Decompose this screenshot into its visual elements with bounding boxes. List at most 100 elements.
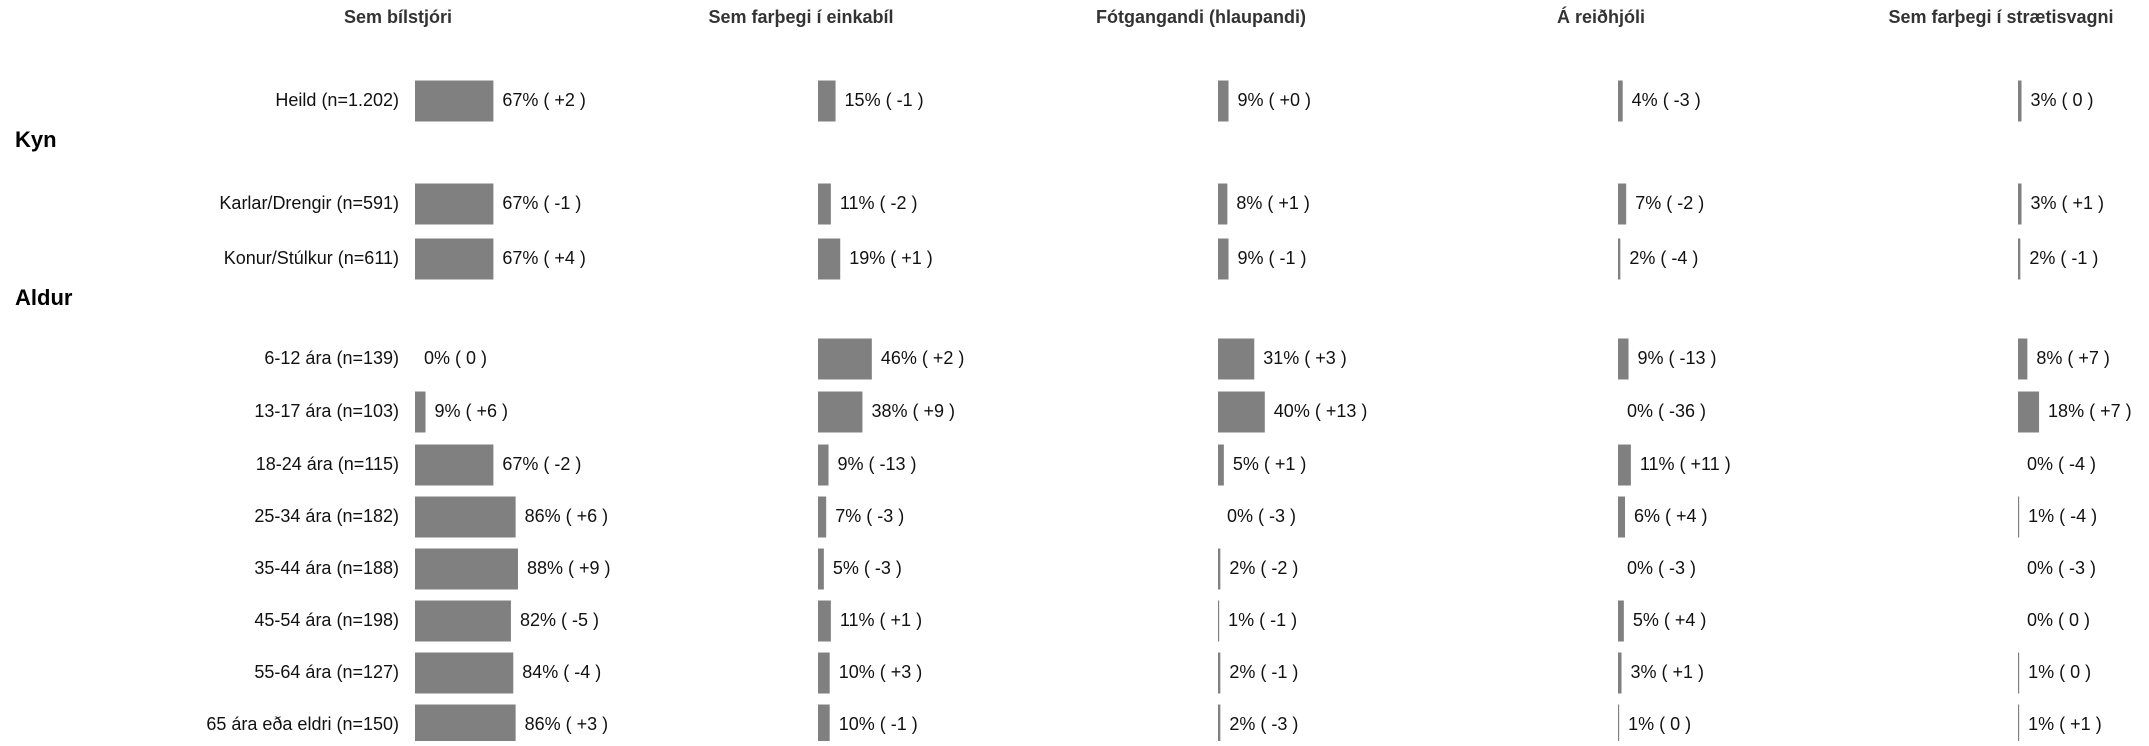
value-label: 0% ( 0 )	[424, 348, 487, 368]
bar	[818, 80, 836, 122]
value-label: 7% ( -2 )	[1635, 193, 1704, 213]
row-label: 65 ára eða eldri (n=150)	[206, 714, 399, 734]
value-label: 5% ( -3 )	[833, 558, 902, 578]
bar	[2018, 238, 2021, 280]
bar	[2018, 704, 2020, 746]
value-label: 1% ( 0 )	[2028, 662, 2091, 682]
value-label: 15% ( -1 )	[845, 90, 924, 110]
value-label: 11% ( -2 )	[840, 193, 918, 213]
value-label: 2% ( -1 )	[2029, 248, 2098, 268]
value-label: 2% ( -2 )	[1229, 558, 1298, 578]
value-label: 7% ( -3 )	[835, 506, 904, 526]
bar	[1218, 391, 1265, 433]
value-label: 67% ( -1 )	[502, 193, 581, 213]
value-label: 0% ( 0 )	[2027, 610, 2090, 630]
bar	[1618, 183, 1627, 225]
column-header: Sem farþegi í einkabíl	[708, 7, 893, 27]
value-label: 8% ( +1 )	[1236, 193, 1310, 213]
value-label: 3% ( +1 )	[1631, 662, 1705, 682]
bar	[1618, 600, 1624, 642]
bar	[415, 391, 426, 433]
value-label: 67% ( -2 )	[502, 454, 581, 474]
bar	[818, 496, 827, 538]
row-label: 45-54 ára (n=198)	[254, 610, 399, 630]
value-label: 9% ( -13 )	[1638, 348, 1717, 368]
row-label: 6-12 ára (n=139)	[264, 348, 399, 368]
value-label: 2% ( -4 )	[1629, 248, 1698, 268]
value-label: 2% ( -3 )	[1229, 714, 1298, 734]
bar	[1218, 548, 1221, 590]
value-label: 11% ( +11 )	[1640, 454, 1731, 474]
value-label: 5% ( +1 )	[1233, 454, 1307, 474]
value-label: 6% ( +4 )	[1634, 506, 1708, 526]
value-label: 1% ( +1 )	[2028, 714, 2102, 734]
bar	[818, 391, 863, 433]
value-label: 0% ( -3 )	[2027, 558, 2096, 578]
column-header: Sem bílstjóri	[344, 7, 452, 27]
bar	[2018, 652, 2020, 694]
value-label: 84% ( -4 )	[522, 662, 601, 682]
value-label: 9% ( +6 )	[435, 401, 509, 421]
bar	[1218, 444, 1224, 486]
bar	[415, 496, 516, 538]
value-label: 2% ( -1 )	[1229, 662, 1298, 682]
value-label: 86% ( +6 )	[525, 506, 609, 526]
value-label: 46% ( +2 )	[881, 348, 965, 368]
bar	[1218, 80, 1229, 122]
bar	[1618, 80, 1623, 122]
value-label: 10% ( -1 )	[839, 714, 918, 734]
bar	[415, 652, 514, 694]
value-label: 8% ( +7 )	[2036, 348, 2110, 368]
value-label: 40% ( +13 )	[1274, 401, 1368, 421]
row-label: Karlar/Drengir (n=591)	[219, 193, 399, 213]
row-label: Heild (n=1.202)	[275, 90, 399, 110]
bar	[415, 704, 516, 746]
value-label: 3% ( +1 )	[2031, 193, 2105, 213]
value-label: 9% ( -1 )	[1238, 248, 1307, 268]
row-label: 35-44 ára (n=188)	[254, 558, 399, 578]
bar	[1218, 338, 1255, 380]
value-label: 0% ( -3 )	[1227, 506, 1296, 526]
bar	[1618, 444, 1631, 486]
bar	[818, 444, 829, 486]
bar	[818, 238, 841, 280]
bar	[415, 238, 494, 280]
bar	[2018, 183, 2022, 225]
value-label: 88% ( +9 )	[527, 558, 611, 578]
bar	[1218, 183, 1228, 225]
bar	[415, 600, 511, 642]
value-label: 9% ( +0 )	[1238, 90, 1312, 110]
bar	[1218, 652, 1221, 694]
value-label: 1% ( -4 )	[2028, 506, 2097, 526]
bar	[1218, 238, 1229, 280]
row-label: 25-34 ára (n=182)	[254, 506, 399, 526]
value-label: 11% ( +1 )	[840, 610, 922, 630]
group-header: Kyn	[15, 127, 57, 152]
bar	[818, 183, 831, 225]
bar	[818, 652, 830, 694]
bar	[818, 600, 831, 642]
bar	[1618, 238, 1621, 280]
value-label: 0% ( -3 )	[1627, 558, 1696, 578]
value-label: 3% ( 0 )	[2031, 90, 2094, 110]
value-label: 18% ( +7 )	[2048, 401, 2132, 421]
column-header: Fótgangandi (hlaupandi)	[1096, 7, 1306, 27]
value-label: 86% ( +3 )	[525, 714, 609, 734]
bar	[818, 338, 872, 380]
row-label: 13-17 ára (n=103)	[254, 401, 399, 421]
bar	[1618, 496, 1626, 538]
value-label: 1% ( -1 )	[1228, 610, 1297, 630]
value-label: 10% ( +3 )	[839, 662, 923, 682]
bar	[1618, 704, 1620, 746]
bar	[415, 548, 518, 590]
bar	[2018, 496, 2020, 538]
bar	[415, 80, 494, 122]
bar	[818, 704, 830, 746]
bar	[2018, 80, 2022, 122]
bar	[2018, 338, 2028, 380]
value-label: 19% ( +1 )	[849, 248, 933, 268]
value-label: 4% ( -3 )	[1632, 90, 1701, 110]
value-label: 67% ( +4 )	[502, 248, 586, 268]
row-label: 18-24 ára (n=115)	[256, 454, 399, 474]
